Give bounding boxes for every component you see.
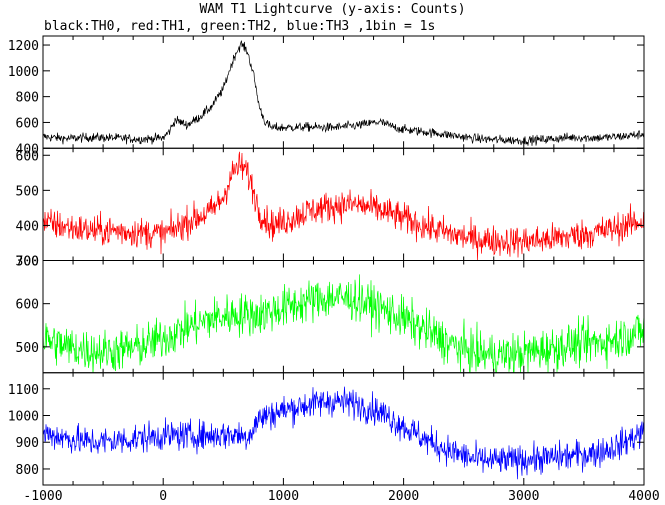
panel-th0-y-tick-label: 600 [16, 116, 39, 131]
panel-th3-y-tick-label: 900 [16, 436, 39, 451]
panel-th3-series-line [43, 386, 644, 480]
x-tick-label: 4000 [628, 489, 659, 504]
panel-th1-y-tick-label: 600 [16, 149, 39, 164]
panel-th1-series-line [43, 151, 644, 261]
chart-subtitle: black:TH0, red:TH1, green:TH2, blue:TH3 … [44, 19, 436, 34]
panel-th0-y-tick-label: 1000 [8, 65, 39, 80]
panel-th2-y-tick-label: 500 [16, 341, 39, 356]
x-tick-label: 0 [159, 489, 167, 504]
panel-th0-series-line [43, 40, 644, 146]
panel-th1-y-tick-label: 400 [16, 219, 39, 234]
x-tick-label: -1000 [23, 489, 62, 504]
chart-title: WAM T1 Lightcurve (y-axis: Counts) [199, 2, 466, 17]
panel-th3-frame [42, 372, 645, 486]
panel-th0-y-tick-label: 400 [16, 142, 39, 157]
panel-th2-y-tick-label: 600 [16, 298, 39, 313]
panel-th2-series-line [43, 274, 644, 373]
panel-th3-y-tick-label: 1000 [8, 410, 39, 425]
panel-th3-y-tick-label: 800 [16, 463, 39, 478]
x-tick-label: 1000 [268, 489, 299, 504]
panel-th0-y-tick-label: 1200 [8, 39, 39, 54]
panel-th0-y-tick-label: 800 [16, 91, 39, 106]
panel-th2-y-tick-label: 700 [16, 255, 39, 270]
panel-th0-frame [42, 35, 645, 149]
panel-th1-y-tick-label: 300 [16, 255, 39, 270]
x-tick-label: 2000 [388, 489, 419, 504]
x-tick-label: 3000 [508, 489, 539, 504]
panel-th2-frame [42, 260, 645, 374]
panel-th3-y-tick-label: 1100 [8, 383, 39, 398]
panel-th1-y-tick-label: 500 [16, 184, 39, 199]
